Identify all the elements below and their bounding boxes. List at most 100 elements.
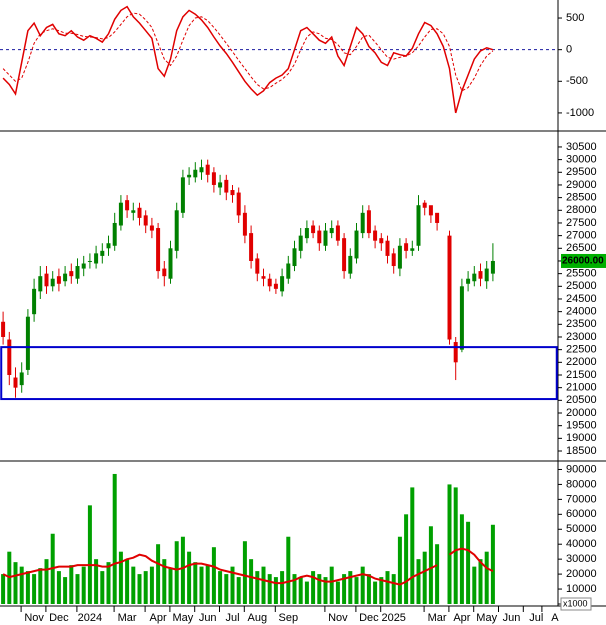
y-tick-label: 27500: [566, 217, 597, 229]
y-tick-label: 20500: [566, 394, 597, 406]
y-tick-label: 27000: [566, 230, 597, 242]
x-tick-label: Jun: [199, 612, 217, 624]
volume-bar: [106, 562, 111, 604]
volume-bar: [168, 568, 173, 604]
volume-bar: [242, 541, 247, 604]
candle-body: [354, 230, 359, 259]
candle-body: [211, 172, 216, 185]
volume-bar: [478, 559, 483, 604]
y-tick-label: 20000: [566, 407, 597, 419]
y-tick-label: 22000: [566, 356, 597, 368]
candle-body: [490, 260, 495, 274]
candle-body: [81, 263, 86, 269]
volume-bar: [112, 473, 117, 604]
candle-body: [280, 276, 285, 292]
candle-body: [75, 266, 80, 279]
y-tick-label: 21500: [566, 369, 597, 381]
y-tick-label: 24500: [566, 293, 597, 305]
volume-bar: [174, 541, 179, 604]
candle-body: [385, 240, 390, 256]
volume-bar: [397, 536, 402, 604]
x-tick-label: 2024: [78, 612, 102, 624]
candle-body: [50, 278, 55, 287]
y-tick-label: 26500: [566, 242, 597, 254]
candle-body: [428, 205, 433, 216]
volume-bar: [143, 571, 148, 604]
candle-body: [69, 271, 74, 277]
volume-bar: [416, 559, 421, 604]
unit-box: [560, 597, 592, 611]
candle-body: [311, 225, 316, 234]
y-tick-label: 80000: [566, 478, 597, 490]
volume-bar: [360, 566, 365, 604]
volume-bar: [317, 574, 322, 604]
candle-body: [131, 210, 136, 213]
candle-body: [56, 276, 61, 284]
y-tick-label: 28000: [566, 204, 597, 216]
candle-body: [94, 253, 99, 264]
volume-bar: [428, 526, 433, 604]
volume-bar: [193, 562, 198, 604]
volume-bar: [273, 577, 278, 604]
volume-bar: [354, 577, 359, 604]
volume-bar: [261, 566, 266, 604]
volume-bar: [373, 581, 378, 604]
volume-bar: [19, 566, 24, 604]
candle-body: [366, 210, 371, 234]
volume-bar: [447, 484, 452, 604]
candle-body: [44, 273, 49, 287]
volume-bar: [94, 559, 99, 604]
annotation-box: [0, 346, 558, 401]
y-tick-label: 21000: [566, 382, 597, 394]
candle-body: [373, 230, 378, 241]
candle-body: [360, 212, 365, 234]
y-tick-label: 19000: [566, 432, 597, 444]
candle-body: [137, 207, 142, 218]
candle-body: [292, 248, 297, 267]
volume-bar: [435, 544, 440, 604]
y-tick-label: 60000: [566, 508, 597, 520]
volume-bar: [205, 565, 210, 604]
candle-body: [87, 260, 92, 262]
volume-bar: [286, 536, 291, 604]
y-tick-label: 28500: [566, 192, 597, 204]
y-tick-label: 0: [566, 44, 572, 56]
volume-bar: [218, 571, 223, 604]
candle-body: [304, 228, 309, 239]
volume-bar: [187, 551, 192, 604]
candle-body: [63, 273, 68, 282]
y-tick-label: 25500: [566, 268, 597, 280]
candle-body: [100, 250, 105, 256]
volume-bar: [180, 536, 185, 604]
candle-body: [249, 233, 254, 261]
candle-body: [224, 179, 229, 193]
volume-bar: [379, 577, 384, 604]
y-tick-label: 23000: [566, 331, 597, 343]
volume-bar: [410, 487, 415, 604]
candle-body: [255, 258, 260, 274]
volume-bar: [149, 566, 154, 604]
volume-bar: [459, 514, 464, 604]
candle-body: [422, 202, 427, 208]
x-tick-label: May: [173, 612, 194, 624]
y-tick-label: 22500: [566, 344, 597, 356]
candle-body: [174, 210, 179, 251]
volume-bar: [56, 571, 61, 604]
volume-bar: [25, 571, 30, 604]
volume-bar: [125, 559, 130, 604]
y-tick-label: 18500: [566, 445, 597, 457]
x-tick-label: Nov: [24, 612, 44, 624]
candle-body: [317, 230, 322, 244]
y-tick-label: 25000: [566, 280, 597, 292]
last-price-label: 26000.00: [562, 256, 604, 267]
candle-body: [112, 222, 117, 246]
volume-bar: [69, 565, 74, 604]
volume-bar: [404, 514, 409, 604]
volume-bar: [87, 505, 92, 604]
y-tick-label: 10000: [566, 583, 597, 595]
y-tick-label: 30000: [566, 154, 597, 166]
candle-body: [261, 276, 266, 279]
x-tick-label: Dec: [359, 612, 379, 624]
volume-bar: [38, 568, 43, 604]
y-tick-label: 50000: [566, 523, 597, 535]
